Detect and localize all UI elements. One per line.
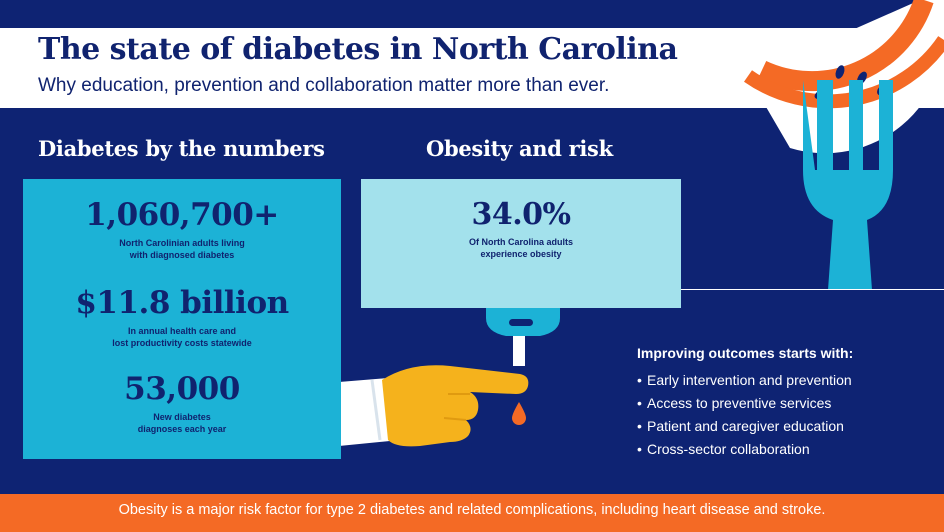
obesity-value: 34.0% [471, 197, 571, 232]
bullet-icon: • [637, 441, 642, 457]
obesity-heading: Obesity and risk [426, 136, 613, 161]
page-subtitle: Why education, prevention and collaborat… [38, 75, 610, 96]
divider-line [681, 289, 944, 290]
list-item: • Early intervention and prevention [637, 370, 852, 393]
fork-icon [803, 80, 893, 290]
list-item-label: Early intervention and prevention [647, 372, 852, 388]
stat-caption: In annual health care and lost productiv… [23, 325, 341, 349]
blood-drop-icon [512, 402, 526, 425]
bullet-icon: • [637, 418, 642, 434]
obesity-card: 34.0% Of North Carolina adults experienc… [361, 179, 681, 308]
list-item-label: Access to preventive services [647, 395, 832, 411]
bullet-icon: • [637, 395, 642, 411]
stat-caption-line: diagnoses each year [137, 424, 227, 434]
stat-caption-line: New diabetes [153, 412, 211, 422]
footer-text: Obesity is a major risk factor for type … [118, 502, 826, 518]
outcomes-list: • Early intervention and prevention • Acce… [637, 370, 852, 462]
stat-caption: New diabetes diagnoses each year [23, 411, 341, 435]
numbers-card: 1,060,700+ North Carolinian adults livin… [23, 179, 341, 459]
outcomes-heading: Improving outcomes starts with: [637, 345, 854, 361]
stat-value: 1,060,700+ [85, 197, 279, 233]
obesity-caption-line: experience obesity [480, 249, 562, 259]
obesity-caption: Of North Carolina adults experience obes… [361, 236, 681, 260]
bullet-icon: • [637, 372, 642, 388]
stat-value: 53,000 [124, 371, 240, 407]
pointing-hand-icon [382, 365, 529, 447]
list-item: • Patient and caregiver education [637, 416, 852, 439]
numbers-heading: Diabetes by the numbers [38, 136, 325, 161]
footer-band [0, 494, 944, 532]
list-item-label: Cross-sector collaboration [647, 441, 810, 457]
stat-caption: North Carolinian adults living with diag… [23, 237, 341, 261]
page-title: The state of diabetes in North Carolina [38, 32, 678, 67]
list-item-label: Patient and caregiver education [647, 418, 844, 434]
stat-caption-line: lost productivity costs statewide [112, 338, 252, 348]
stat-caption-line: with diagnosed diabetes [129, 250, 235, 260]
stat-caption-line: North Carolinian adults living [119, 238, 245, 248]
list-item: • Cross-sector collaboration [637, 439, 852, 462]
stat-value: $11.8 billion [75, 285, 289, 321]
obesity-caption-line: Of North Carolina adults [468, 237, 573, 247]
list-item: • Access to preventive services [637, 393, 852, 416]
orange-slice-icon [743, 0, 944, 154]
stat-caption-line: In annual health care and [127, 326, 237, 336]
